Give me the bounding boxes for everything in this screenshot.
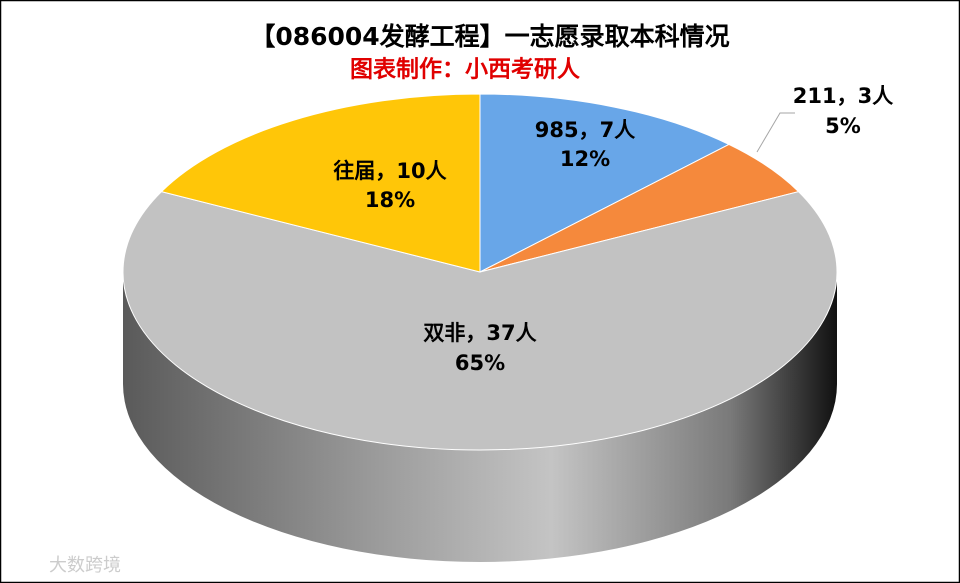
pie-side	[123, 272, 837, 562]
percent-label: 12%	[560, 147, 610, 171]
category: 211	[793, 84, 837, 108]
slice-label: 往届，10人	[333, 159, 446, 183]
percent-label: 5%	[825, 114, 861, 138]
separator: ，	[465, 321, 486, 345]
pie-slice	[122, 191, 838, 451]
leader-line	[756, 112, 795, 153]
pie	[122, 93, 838, 562]
pie-slice	[479, 93, 731, 273]
category: 双非	[423, 321, 465, 345]
watermark: 大数跨境	[49, 555, 121, 576]
separator: ，	[579, 118, 600, 142]
chart-subtitle: 图表制作：小西考研人	[350, 57, 581, 83]
category: 985	[535, 118, 579, 142]
separator: ，	[375, 159, 396, 183]
value-label: 7人	[600, 118, 636, 142]
category: 往届	[333, 159, 375, 183]
percent-label: 65%	[455, 351, 505, 375]
slice-label: 985，7人	[535, 118, 635, 142]
pie-slice	[160, 93, 481, 273]
separator: ，	[837, 84, 858, 108]
value-label: 10人	[396, 159, 446, 183]
percent-label: 18%	[365, 188, 415, 212]
slice-label: 211，3人	[793, 84, 893, 108]
chart-title: 【086004发酵工程】一志愿录取本科情况	[250, 22, 729, 51]
value-label: 3人	[858, 84, 894, 108]
slice-label: 双非，37人	[423, 321, 536, 345]
value-label: 37人	[486, 321, 536, 345]
